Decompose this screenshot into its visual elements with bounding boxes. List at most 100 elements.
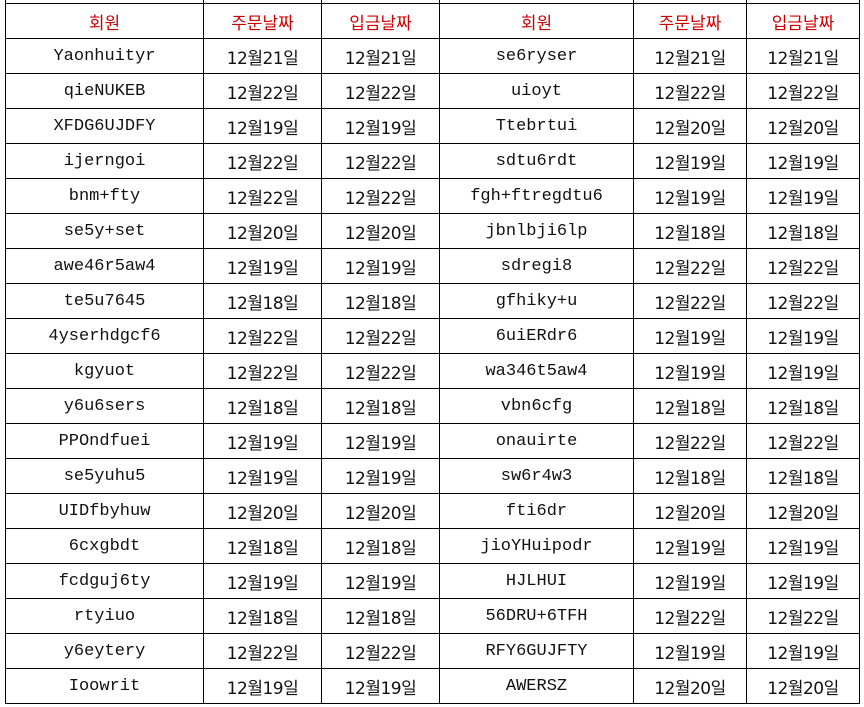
member-cell[interactable]: fti6dr [439,493,634,529]
order-date-cell[interactable]: 12월21일 [203,38,322,74]
order-date-cell[interactable]: 12월18일 [203,528,322,564]
order-date-cell[interactable]: 12월22일 [203,178,322,214]
payment-date-cell[interactable]: 12월22일 [321,178,440,214]
member-cell[interactable]: PPOndfuei [5,423,204,459]
order-date-cell[interactable]: 12월22일 [203,73,322,109]
payment-date-cell[interactable]: 12월18일 [321,283,440,319]
payment-date-cell[interactable]: 12월22일 [746,423,860,459]
order-date-cell[interactable]: 12월21일 [633,38,747,74]
order-date-cell[interactable]: 12월22일 [203,633,322,669]
payment-date-cell[interactable]: 12월19일 [746,633,860,669]
member-cell[interactable]: 56DRU+6TFH [439,598,634,634]
payment-date-cell[interactable]: 12월18일 [746,458,860,494]
member-cell[interactable]: y6u6sers [5,388,204,424]
member-cell[interactable]: se6ryser [439,38,634,74]
order-date-cell[interactable]: 12월20일 [203,213,322,249]
member-cell[interactable]: awe46r5aw4 [5,248,204,284]
member-cell[interactable]: jioYHuipodr [439,528,634,564]
member-cell[interactable]: gfhiky+u [439,283,634,319]
order-date-cell[interactable]: 12월19일 [633,143,747,179]
order-date-cell[interactable]: 12월22일 [203,318,322,354]
header-order-date-left[interactable]: 주문날짜 [203,3,322,39]
member-cell[interactable]: AWERSZ [439,668,634,704]
payment-date-cell[interactable]: 12월19일 [746,178,860,214]
payment-date-cell[interactable]: 12월21일 [746,38,860,74]
order-date-cell[interactable]: 12월18일 [633,458,747,494]
member-cell[interactable]: uioyt [439,73,634,109]
payment-date-cell[interactable]: 12월19일 [746,318,860,354]
member-cell[interactable]: bnm+fty [5,178,204,214]
member-cell[interactable]: qieNUKEB [5,73,204,109]
member-cell[interactable]: Ioowrit [5,668,204,704]
member-cell[interactable]: ijerngoi [5,143,204,179]
header-member-right[interactable]: 회원 [439,3,634,39]
order-date-cell[interactable]: 12월20일 [633,668,747,704]
payment-date-cell[interactable]: 12월18일 [321,598,440,634]
member-cell[interactable]: 6uiERdr6 [439,318,634,354]
order-date-cell[interactable]: 12월19일 [203,108,322,144]
order-date-cell[interactable]: 12월22일 [633,248,747,284]
order-date-cell[interactable]: 12월19일 [203,563,322,599]
payment-date-cell[interactable]: 12월19일 [746,143,860,179]
order-date-cell[interactable]: 12월19일 [203,668,322,704]
payment-date-cell[interactable]: 12월20일 [746,668,860,704]
payment-date-cell[interactable]: 12월18일 [746,388,860,424]
order-date-cell[interactable]: 12월19일 [633,178,747,214]
member-cell[interactable]: rtyiuo [5,598,204,634]
member-cell[interactable]: jbnlbji6lp [439,213,634,249]
order-date-cell[interactable]: 12월18일 [203,598,322,634]
payment-date-cell[interactable]: 12월19일 [321,423,440,459]
member-cell[interactable]: se5yuhu5 [5,458,204,494]
member-cell[interactable]: sw6r4w3 [439,458,634,494]
header-member-left[interactable]: 회원 [5,3,204,39]
payment-date-cell[interactable]: 12월19일 [321,563,440,599]
payment-date-cell[interactable]: 12월20일 [746,493,860,529]
payment-date-cell[interactable]: 12월22일 [321,633,440,669]
payment-date-cell[interactable]: 12월18일 [746,213,860,249]
payment-date-cell[interactable]: 12월19일 [321,248,440,284]
payment-date-cell[interactable]: 12월19일 [746,353,860,389]
member-cell[interactable]: sdtu6rdt [439,143,634,179]
order-date-cell[interactable]: 12월19일 [633,563,747,599]
member-cell[interactable]: fgh+ftregdtu6 [439,178,634,214]
payment-date-cell[interactable]: 12월18일 [321,388,440,424]
member-cell[interactable]: se5y+set [5,213,204,249]
order-date-cell[interactable]: 12월18일 [203,283,322,319]
order-date-cell[interactable]: 12월19일 [203,248,322,284]
payment-date-cell[interactable]: 12월22일 [321,143,440,179]
header-order-date-right[interactable]: 주문날짜 [633,3,747,39]
member-cell[interactable]: wa346t5aw4 [439,353,634,389]
order-date-cell[interactable]: 12월19일 [203,458,322,494]
order-date-cell[interactable]: 12월18일 [203,388,322,424]
member-cell[interactable]: RFY6GUJFTY [439,633,634,669]
payment-date-cell[interactable]: 12월22일 [746,283,860,319]
order-date-cell[interactable]: 12월19일 [203,423,322,459]
payment-date-cell[interactable]: 12월19일 [746,563,860,599]
member-cell[interactable]: vbn6cfg [439,388,634,424]
payment-date-cell[interactable]: 12월22일 [746,248,860,284]
member-cell[interactable]: 4yserhdgcf6 [5,318,204,354]
member-cell[interactable]: te5u7645 [5,283,204,319]
member-cell[interactable]: sdregi8 [439,248,634,284]
payment-date-cell[interactable]: 12월21일 [321,38,440,74]
order-date-cell[interactable]: 12월19일 [633,633,747,669]
order-date-cell[interactable]: 12월19일 [633,528,747,564]
payment-date-cell[interactable]: 12월20일 [321,493,440,529]
order-date-cell[interactable]: 12월22일 [203,143,322,179]
order-date-cell[interactable]: 12월22일 [633,283,747,319]
order-date-cell[interactable]: 12월20일 [633,493,747,529]
payment-date-cell[interactable]: 12월22일 [321,353,440,389]
order-date-cell[interactable]: 12월20일 [633,108,747,144]
order-date-cell[interactable]: 12월20일 [203,493,322,529]
order-date-cell[interactable]: 12월22일 [633,598,747,634]
payment-date-cell[interactable]: 12월19일 [746,528,860,564]
payment-date-cell[interactable]: 12월19일 [321,108,440,144]
order-date-cell[interactable]: 12월22일 [633,73,747,109]
payment-date-cell[interactable]: 12월22일 [746,73,860,109]
payment-date-cell[interactable]: 12월19일 [321,668,440,704]
order-date-cell[interactable]: 12월18일 [633,388,747,424]
member-cell[interactable]: onauirte [439,423,634,459]
member-cell[interactable]: fcdguj6ty [5,563,204,599]
order-date-cell[interactable]: 12월19일 [633,353,747,389]
order-date-cell[interactable]: 12월19일 [633,318,747,354]
